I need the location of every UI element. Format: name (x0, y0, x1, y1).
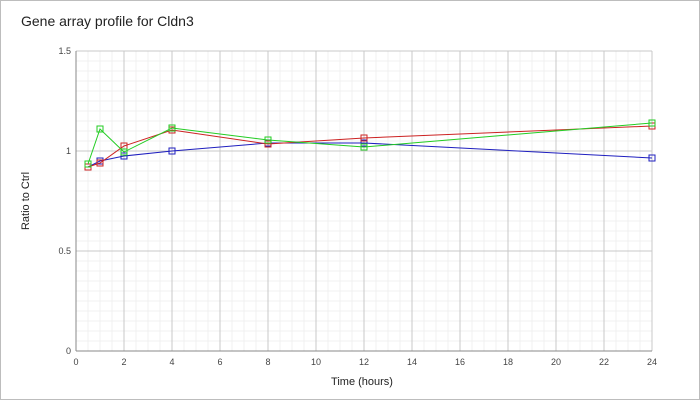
y-tick-label: 0.5 (58, 246, 71, 256)
y-tick-label: 1.5 (58, 46, 71, 56)
data-point-marker (120, 148, 128, 156)
series-line (87, 125, 653, 168)
x-tick-label: 6 (217, 357, 222, 367)
data-point-marker (84, 160, 92, 168)
x-tick-label: 14 (407, 357, 417, 367)
data-series (84, 119, 656, 171)
data-point-marker (264, 140, 272, 148)
x-tick-label: 10 (311, 357, 321, 367)
x-tick-label: 12 (359, 357, 369, 367)
x-tick-label: 22 (599, 357, 609, 367)
data-point-marker (648, 119, 656, 127)
y-tick-label: 1 (66, 146, 71, 156)
y-axis-label: Ratio to Ctrl (20, 172, 32, 230)
data-point-marker (96, 125, 104, 133)
x-tick-label: 18 (503, 357, 513, 367)
x-tick-label: 2 (121, 357, 126, 367)
axes (75, 51, 652, 352)
x-tick-label: 0 (73, 357, 78, 367)
data-point-marker (648, 154, 656, 162)
data-point-marker (120, 152, 128, 160)
series-line (87, 122, 653, 165)
y-tick-label: 0 (66, 346, 71, 356)
data-point-marker (360, 139, 368, 147)
x-tick-label: 4 (169, 357, 174, 367)
x-tick-label: 8 (265, 357, 270, 367)
data-point-marker (360, 134, 368, 142)
data-point-marker (360, 143, 368, 151)
x-tick-label: 24 (647, 357, 657, 367)
data-point-marker (264, 136, 272, 144)
data-point-marker (168, 147, 176, 155)
x-axis-label: Time (hours) (331, 376, 393, 388)
x-tick-label: 20 (551, 357, 561, 367)
data-point-marker (168, 124, 176, 132)
series-line (87, 142, 653, 168)
data-point-marker (96, 159, 104, 167)
x-tick-label: 16 (455, 357, 465, 367)
chart-title: Gene array profile for Cldn3 (21, 13, 194, 29)
